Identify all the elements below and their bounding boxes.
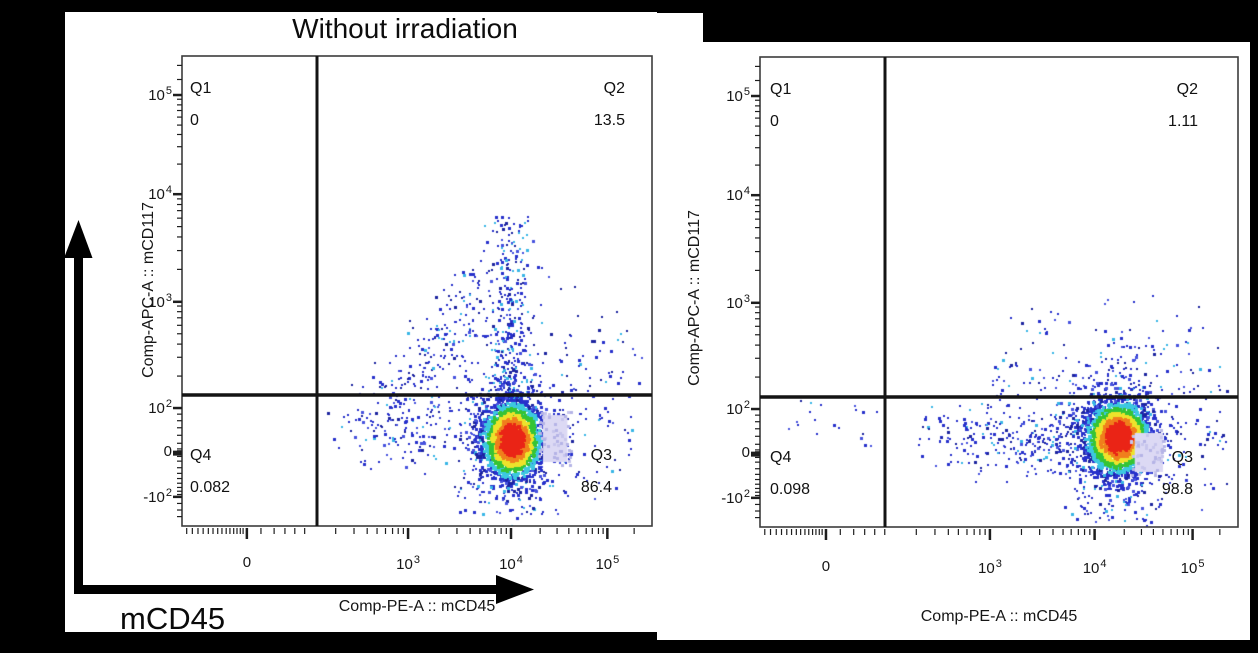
x-tick-label: 103 [396, 554, 420, 573]
quadrant-percent: 0 [190, 112, 199, 129]
quadrant-percent: 13.5 [593, 112, 625, 129]
corner-axis-label: mCD45 [120, 601, 226, 636]
x-tick-label: 103 [978, 558, 1002, 577]
y-tick-label: 103 [726, 292, 750, 312]
quadrant-q1-label-right: Q1 0 [770, 80, 791, 132]
x-axis-arrow [74, 575, 534, 604]
y-tick-label: 105 [148, 85, 172, 104]
quadrant-name: Q1 [770, 81, 792, 98]
quadrant-name: Q3 [1171, 449, 1193, 466]
plot-frame [181, 55, 653, 527]
y-tick-label: 103 [148, 291, 172, 311]
left-plot-dot-canvas [182, 56, 652, 526]
quadrant-q1-label-left: Q1 0 [190, 79, 211, 131]
quadrant-percent: 98.8 [1161, 481, 1193, 498]
y-tick-label: 102 [726, 399, 750, 419]
y-axis-arrow [64, 220, 93, 594]
quadrant-q4-label-right: Q4 0.098 [770, 448, 810, 500]
quadrant-percent: 0.082 [190, 479, 231, 496]
quadrant-percent: 1.11 [1168, 113, 1198, 130]
quadrant-percent: 0.098 [770, 481, 811, 498]
quadrant-name: Q2 [1176, 81, 1198, 98]
quadrant-q2-label-left: Q2 13.5 [594, 79, 625, 131]
right-x-axis-title: Comp-PE-A :: mCD45 [920, 608, 1078, 625]
quadrant-name: Q1 [190, 80, 212, 97]
y-tick-label: 104 [726, 185, 750, 205]
y-tick-label: 0 [163, 443, 172, 461]
quadrant-q2-label-right: Q2 1.11 [1168, 80, 1198, 132]
quadrant-percent: 0 [770, 113, 779, 130]
y-tick-label: -102 [721, 487, 750, 507]
quadrant-name: Q4 [190, 447, 212, 464]
y-tick-label: 104 [148, 184, 172, 204]
left-x-axis-title: Comp-PE-A :: mCD45 [338, 598, 496, 615]
bottom-left-black-bar [0, 632, 657, 653]
top-right-black-bar [703, 0, 1258, 42]
x-tick-label: 105 [1180, 558, 1205, 577]
quadrant-name: Q4 [770, 449, 792, 466]
y-tick-label: -102 [143, 486, 172, 506]
y-tick-label: 102 [148, 398, 172, 418]
x-tick-label: 104 [1082, 558, 1107, 577]
left-plot-axes [173, 55, 653, 539]
quadrant-name: Q3 [590, 447, 612, 464]
quadrant-q3-label-left: Q3 86.4 [581, 446, 612, 498]
right-plot-dot-canvas [760, 57, 1238, 527]
quadrant-name: Q2 [603, 80, 625, 97]
y-tick-label: 105 [726, 86, 750, 105]
x-tick-label: 0 [242, 554, 252, 571]
left-plot-title: Without irradiation [292, 13, 518, 44]
x-tick-label: 0 [821, 558, 831, 575]
quadrant-percent: 86.4 [580, 479, 612, 496]
x-tick-label: 105 [595, 554, 620, 573]
quadrant-q4-label-left: Q4 0.082 [190, 446, 230, 498]
y-tick-label: 0 [741, 444, 750, 462]
plot-frame [759, 56, 1239, 528]
figure-axis-arrows [0, 0, 660, 653]
x-tick-label: 104 [499, 554, 523, 573]
right-plot-axes [751, 56, 1239, 540]
quadrant-q3-label-right: Q3 98.8 [1162, 448, 1193, 500]
